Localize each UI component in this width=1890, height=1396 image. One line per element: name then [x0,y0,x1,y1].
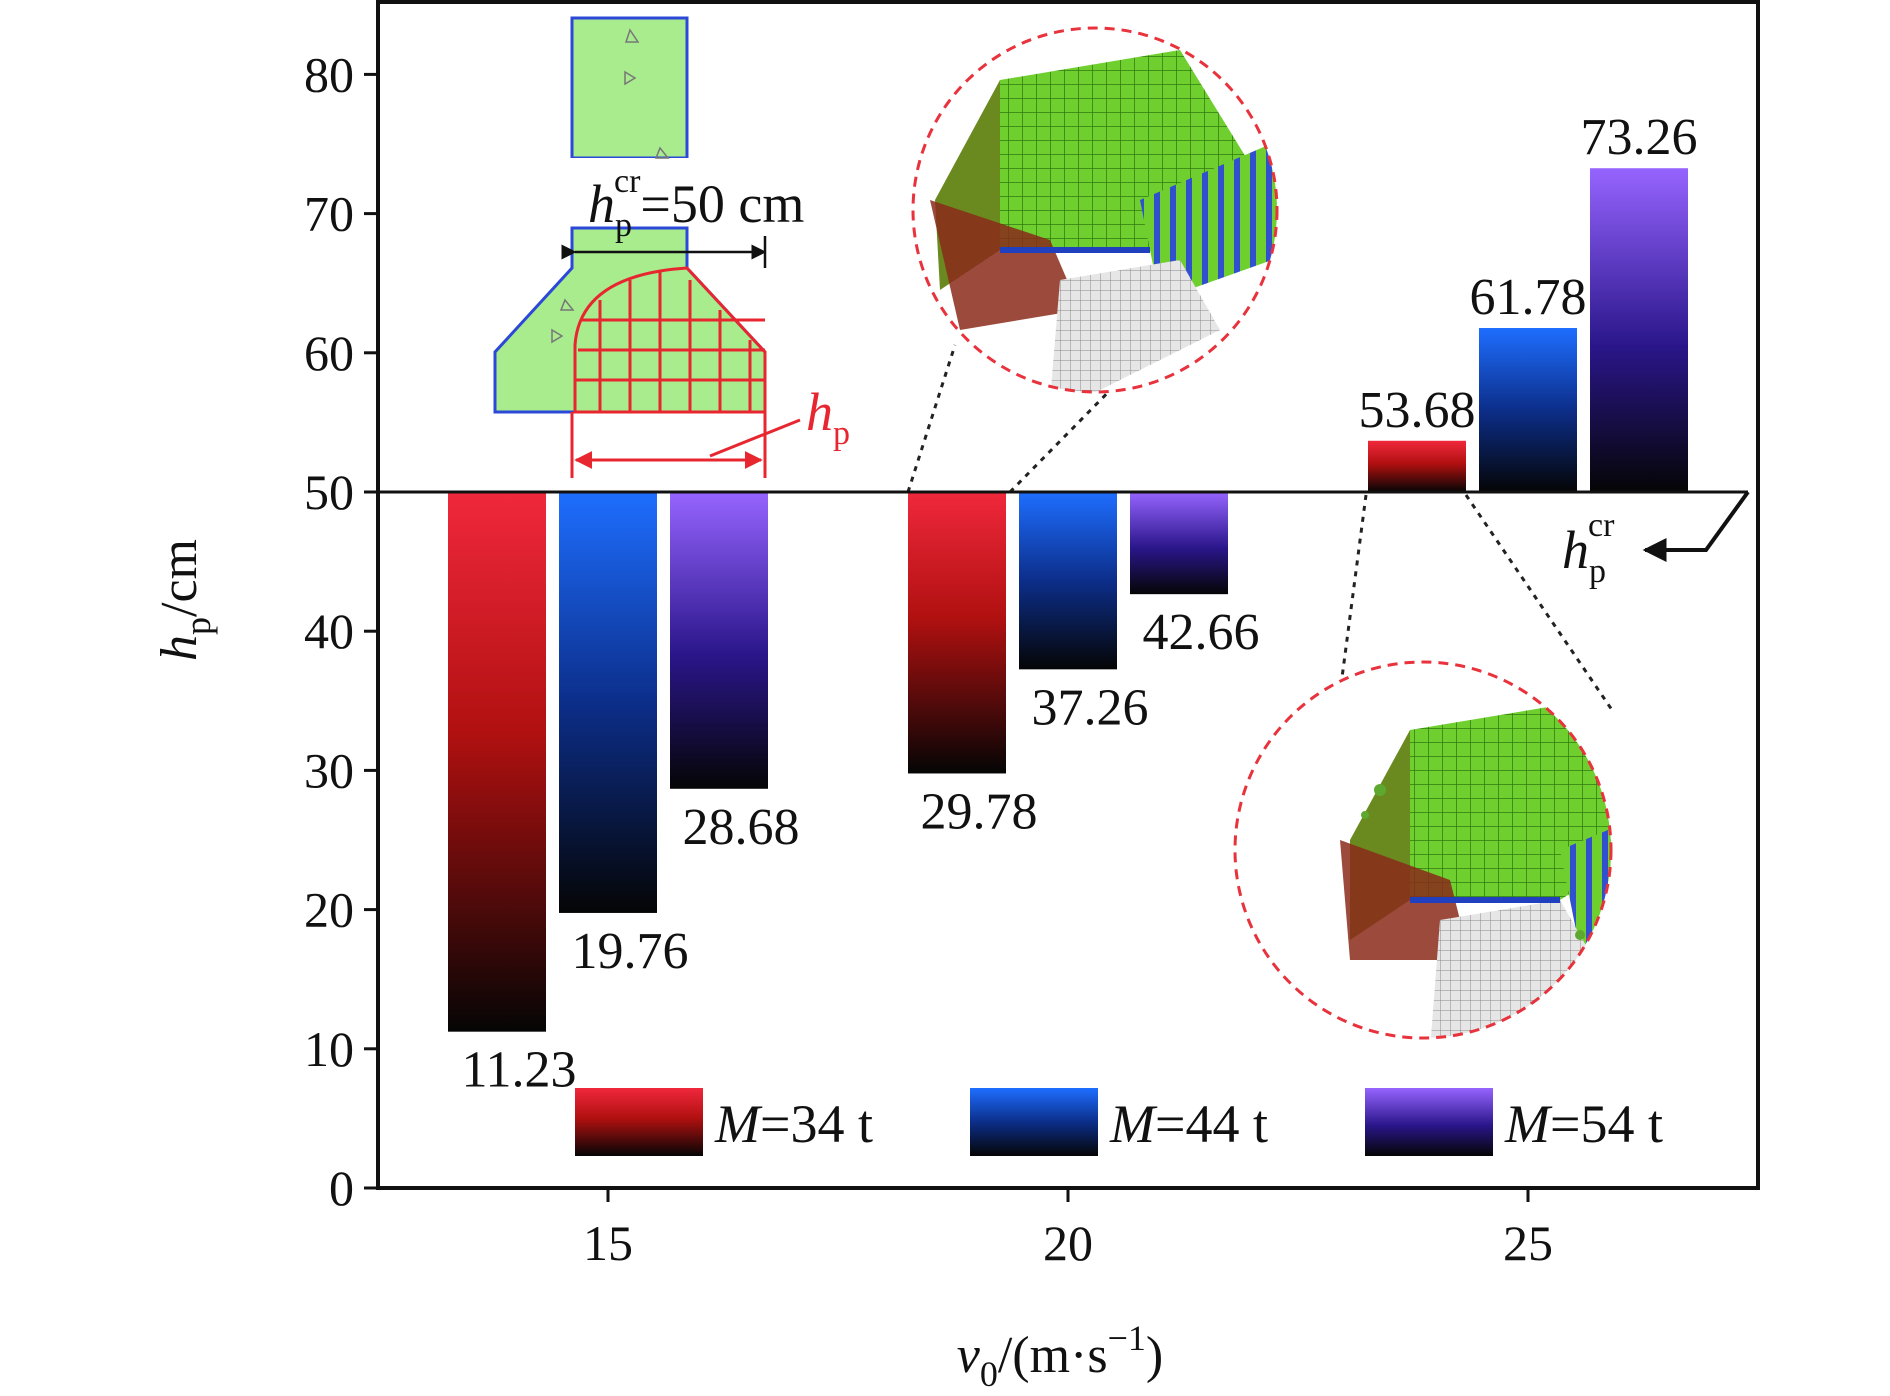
legend-swatch [1365,1088,1493,1156]
bar [1479,328,1577,492]
bar [908,492,1006,774]
damage-zone [573,266,767,414]
data-label: 19.76 [572,923,689,980]
bar [670,492,768,789]
data-labels: 11.23 29.78 53.68 19.76 37.26 61.78 28.68 42.66… [461,109,1697,1098]
bar [448,492,546,1032]
x-axis: 15 20 25 [583,1188,1553,1271]
legend-swatch [575,1088,703,1156]
data-label: 29.78 [921,783,1038,840]
bar [1590,168,1688,492]
legend: M=34 t M=44 t M=54 t [575,1088,1663,1156]
critical-width-label: hpcr=50 cm [588,163,804,244]
x-tick-label: 25 [1503,1215,1553,1271]
x-tick-label: 20 [1043,1215,1093,1271]
y-tick-label: 10 [304,1021,354,1077]
legend-label: M=54 t [1504,1094,1663,1154]
y-tick-label: 0 [329,1160,354,1216]
fe-model-inset-top [911,26,1279,394]
zoom-circle [911,26,1279,394]
y-tick-label: 70 [304,186,354,242]
data-label: 42.66 [1143,604,1260,661]
legend-label: M=34 t [714,1094,873,1154]
critical-marker-label: hpcr [1562,507,1615,590]
data-label: 37.26 [1032,679,1149,736]
bar [1368,440,1466,492]
y-tick-label: 50 [304,464,354,520]
x-axis-title: v0/(m·s−1) [957,1318,1164,1394]
fe-model-inset-bottom [1233,660,1613,1040]
critical-marker-arrow [1642,490,1750,562]
pier-column-shape [570,16,689,160]
y-axis: 0 10 20 30 40 50 60 70 80 [304,46,378,1216]
data-label: 28.68 [683,799,800,856]
legend-label: M=44 t [1109,1094,1268,1154]
cross-section-inset: hpcr=50 cm hp [493,16,850,478]
y-tick-label: 40 [304,603,354,659]
y-tick-label: 20 [304,882,354,938]
y-axis-title: hp/cm [151,539,218,661]
zoom-line [1320,494,1368,831]
data-label: 53.68 [1359,382,1476,439]
y-tick-label: 80 [304,46,354,102]
y-tick-label: 60 [304,325,354,381]
bar [1019,492,1117,670]
bar [1130,492,1228,595]
bars [448,168,1688,1032]
hp-label: hp [806,382,850,452]
x-tick-label: 15 [583,1215,633,1271]
data-label: 61.78 [1470,269,1587,326]
y-tick-label: 30 [304,742,354,798]
bar [559,492,657,913]
data-label: 73.26 [1581,109,1698,166]
legend-swatch [970,1088,1098,1156]
zoom-line [906,344,957,493]
zoom-circle [1233,660,1613,1040]
data-label: 11.23 [461,1042,576,1099]
